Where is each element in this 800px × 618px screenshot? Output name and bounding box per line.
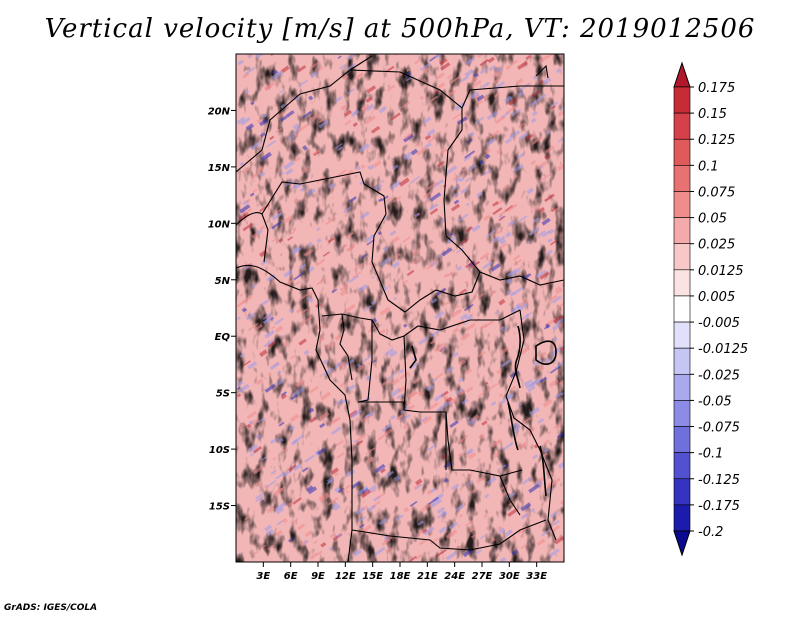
field-speckle (236, 54, 564, 562)
colorbar-tick-label: 0.15 (698, 107, 727, 122)
lon-tick-label: 24E (444, 571, 465, 582)
colorbar-tick-label: 0.1 (698, 159, 719, 174)
lon-tick-label: 3E (256, 571, 270, 582)
colorbar-tick-label: 0.005 (698, 290, 735, 305)
colorbar-tick-label: -0.005 (698, 316, 740, 331)
map-title: Vertical velocity [m/s] at 500hPa, VT: 2… (44, 14, 756, 44)
lon-tick-label: 33E (526, 571, 547, 582)
colorbar-tick-label: 0.05 (698, 212, 727, 227)
colorbar-band (673, 504, 691, 532)
vertical-velocity-field (236, 54, 564, 562)
colorbar-tick-label: -0.125 (698, 473, 740, 488)
colorbar-tick-label: -0.175 (698, 499, 740, 514)
colorbar-tick-label: 0.125 (698, 133, 735, 148)
lat-tick-label: 15S (209, 502, 230, 513)
lon-tick-label: 21E (417, 571, 438, 582)
colorbar-tick-label: 0.0125 (698, 264, 744, 279)
country-boundaries (236, 55, 564, 562)
colorbar-tick-label: 0.175 (698, 81, 735, 96)
latitude-axis: 20N 15N 10N 5N EQ 5S 10S 15S (208, 106, 236, 513)
lon-tick-label: 9E (311, 571, 325, 582)
colorbar-tick-label: 0.025 (698, 238, 735, 253)
colorbar-legend: 0.175 0.15 0.125 0.1 0.075 0.05 0.025 0.0125 0.0… (673, 61, 748, 557)
colorbar-band (673, 86, 691, 114)
credit-label: GrADS: IGES/COLA (4, 603, 98, 613)
colorbar-tick-label: -0.025 (698, 368, 740, 383)
colorbar-band (673, 112, 691, 140)
lat-tick-label: 20N (208, 106, 231, 117)
lon-tick-label: 6E (284, 571, 298, 582)
colorbar-band (673, 400, 691, 427)
colorbar-band (673, 321, 691, 349)
colorbar-band (673, 269, 691, 297)
colorbar-tick-label: -0.1 (698, 447, 723, 462)
triangle-up-icon (673, 61, 691, 88)
colorbar-band (673, 138, 691, 166)
lon-tick-label: 12E (335, 571, 356, 582)
lon-tick-label: 27E (472, 571, 493, 582)
colorbar-band (673, 426, 691, 453)
lon-tick-label: 18E (390, 571, 411, 582)
colorbar-band (673, 347, 691, 375)
lake-outlines (409, 325, 557, 497)
lat-tick-label: 10N (208, 219, 231, 230)
lat-tick-label: 5S (216, 389, 230, 400)
lat-tick-label: 10S (209, 445, 230, 456)
colorbar-band (673, 452, 691, 480)
lon-tick-label: 30E (499, 571, 520, 582)
triangle-down-icon (673, 530, 691, 557)
colorbar-band (673, 217, 691, 245)
colorbar-band (673, 295, 691, 323)
colorbar-band (673, 243, 691, 271)
colorbar-tick-label: -0.2 (698, 525, 723, 540)
lon-tick-label: 15E (362, 571, 383, 582)
colorbar-tick-label: -0.075 (698, 421, 740, 436)
colorbar-tick-label: -0.05 (698, 394, 732, 409)
longitude-axis: 3E 6E 9E 12E 15E 18E 21E 24E 27E 30E 33E (256, 562, 547, 582)
colorbar-band (673, 373, 691, 401)
lat-tick-label: 5N (215, 276, 231, 287)
colorbar-band (673, 165, 691, 192)
map-panel (235, 53, 565, 563)
lat-tick-label: EQ (215, 332, 231, 343)
colorbar-tick-label: 0.075 (698, 185, 735, 200)
colorbar-band (673, 191, 691, 218)
lat-tick-label: 15N (208, 163, 231, 174)
colorbar-tick-label: -0.0125 (698, 342, 748, 357)
colorbar-band (673, 478, 691, 506)
